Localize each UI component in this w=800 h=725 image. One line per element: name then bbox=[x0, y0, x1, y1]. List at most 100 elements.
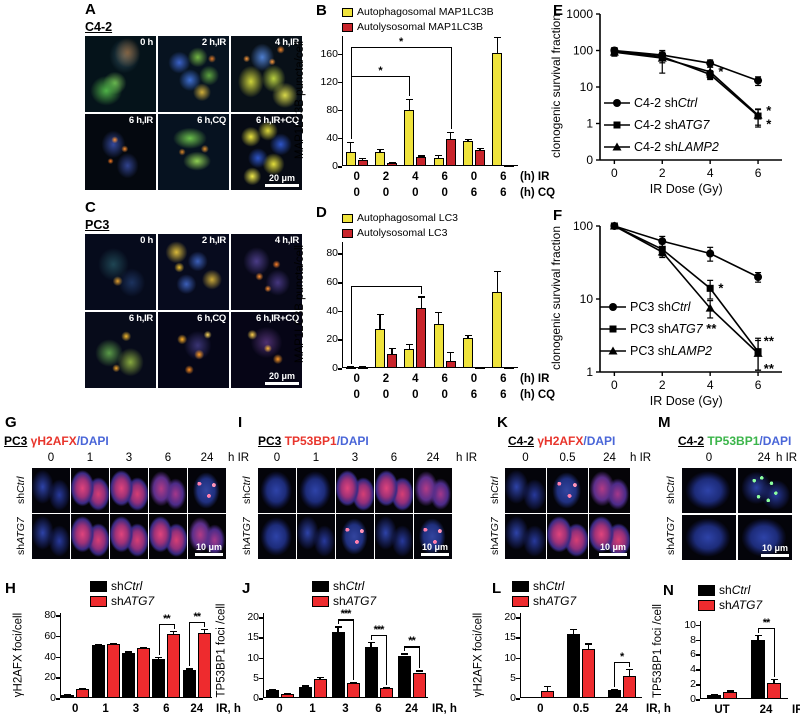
y-tick-label: 8 bbox=[690, 633, 696, 646]
x-tick-label: 0 bbox=[537, 703, 544, 715]
scale-bar: 20 μm bbox=[265, 372, 299, 385]
y-tick bbox=[338, 253, 342, 255]
legend-swatch bbox=[698, 599, 715, 611]
x-tick-label: 0 bbox=[276, 703, 283, 715]
x-tick-label: 0 bbox=[412, 389, 419, 401]
y-axis-label: TP53BP1 foci /cell bbox=[652, 604, 664, 698]
micrograph: 10 μm bbox=[589, 514, 630, 559]
y-tick bbox=[696, 684, 700, 686]
legend-marker bbox=[604, 99, 630, 107]
panel-d: D 0 20 40 60 80 MAP1LC3B puncta/cell 0 2 4 6 0 6 (h)… bbox=[294, 200, 555, 401]
error-bar bbox=[496, 270, 498, 293]
y-tick-label: 100 bbox=[573, 44, 593, 58]
error-bar bbox=[350, 142, 352, 152]
bar bbox=[106, 644, 120, 698]
legend-swatch bbox=[512, 580, 529, 592]
x-tick-label: 6 bbox=[375, 703, 382, 715]
legend-item: shCtrl bbox=[698, 583, 750, 597]
error-cap bbox=[710, 693, 718, 695]
y-tick-label: 20 bbox=[504, 611, 516, 624]
legend-item: shCtrl bbox=[512, 579, 564, 593]
y-tick-label: 20 bbox=[326, 333, 338, 346]
panel-a-letter: A bbox=[85, 1, 96, 18]
data-point bbox=[609, 47, 619, 56]
legend-item: PC3 shCtrl bbox=[600, 300, 690, 314]
error-cap bbox=[334, 626, 342, 628]
micrograph bbox=[258, 514, 296, 559]
bar bbox=[387, 353, 397, 368]
y-tick bbox=[516, 637, 520, 639]
x-tick-label: 0 bbox=[611, 166, 618, 180]
legend-label: PC3 shATG7 bbox=[630, 322, 703, 336]
error-cap bbox=[570, 628, 577, 630]
x-tick-label: UT bbox=[714, 704, 730, 716]
error-cap bbox=[376, 313, 384, 315]
legend-swatch bbox=[342, 228, 353, 238]
bar bbox=[122, 653, 135, 698]
sig-bracket bbox=[338, 619, 340, 625]
series-line bbox=[614, 225, 759, 278]
x-tick-label: 3 bbox=[342, 703, 349, 715]
micrograph bbox=[682, 515, 736, 560]
micrograph bbox=[682, 468, 736, 513]
series-line bbox=[614, 225, 759, 353]
time-unit: h IR bbox=[456, 452, 478, 464]
bar bbox=[280, 693, 294, 698]
data-point bbox=[705, 67, 715, 76]
x-tick-label: 6 bbox=[441, 373, 448, 385]
bar bbox=[475, 367, 485, 369]
error-bar bbox=[587, 643, 590, 650]
error-cap bbox=[376, 149, 384, 151]
sig-bracket bbox=[189, 621, 191, 667]
plot-area bbox=[520, 613, 642, 698]
legend-item: C4-2 shCtrl bbox=[604, 96, 697, 110]
x-tick-label: 24 bbox=[615, 703, 629, 715]
legend-label: C4-2 shLAMP2 bbox=[634, 140, 719, 154]
x-tick-label: 0 bbox=[412, 187, 419, 199]
error-bar bbox=[450, 132, 452, 139]
sig-stars: ** bbox=[193, 610, 202, 623]
panel-k-title: C4-2 γH2AFX/DAPI bbox=[508, 434, 616, 448]
y-tick bbox=[338, 109, 342, 112]
x-tick-label: 6 bbox=[470, 389, 478, 401]
x-axis-label: IR Dose (Gy) bbox=[650, 182, 723, 196]
data-point bbox=[657, 53, 667, 62]
sig-bracket bbox=[371, 635, 373, 641]
y-tick-label: 5 bbox=[253, 671, 259, 684]
legend-label: Autophagosomal LC3 bbox=[357, 212, 458, 224]
bar bbox=[445, 360, 456, 368]
bar bbox=[492, 52, 503, 166]
error-bar bbox=[379, 149, 381, 152]
x-tick-label: 6 bbox=[500, 389, 507, 401]
error-cap bbox=[476, 147, 484, 149]
panel-e-letter: E bbox=[553, 2, 564, 19]
bar bbox=[463, 337, 473, 368]
micrograph: 4 h,IR bbox=[231, 36, 302, 112]
x-axis-label: (h) IR bbox=[520, 373, 550, 385]
micrograph bbox=[505, 468, 546, 513]
y-tick-label: 6 bbox=[690, 648, 696, 661]
y-tick-label: 120 bbox=[320, 75, 338, 88]
error-cap bbox=[268, 688, 276, 690]
error-bar bbox=[391, 347, 393, 354]
sig-stars: * bbox=[718, 280, 724, 295]
y-tick bbox=[259, 637, 263, 639]
polygon bbox=[608, 346, 618, 355]
error-bar bbox=[362, 157, 364, 161]
x-tick-label: 0 bbox=[441, 389, 448, 401]
micrograph: 6 h,CQ bbox=[158, 312, 229, 388]
time-header: 0 0.5 24 bbox=[522, 452, 616, 464]
legend-item: Autolysosomal LC3 bbox=[342, 227, 447, 239]
error-bar bbox=[438, 312, 440, 324]
y-tick-label: 60 bbox=[44, 629, 56, 642]
x-tick-label: 2 bbox=[382, 171, 390, 183]
legend-item: shCtrl bbox=[312, 579, 364, 593]
sig-bracket bbox=[350, 286, 422, 288]
y-tick bbox=[56, 615, 60, 617]
micrograph bbox=[505, 514, 546, 559]
panel-e: E 1000 100 10 1 0 0 2 4 6 IR Dose (Gy) * * * clonogen… bbox=[548, 0, 800, 200]
plot-area bbox=[263, 613, 428, 698]
x-tick-label: 6 bbox=[755, 166, 762, 180]
y-tick bbox=[338, 166, 342, 168]
data-point bbox=[753, 110, 763, 119]
